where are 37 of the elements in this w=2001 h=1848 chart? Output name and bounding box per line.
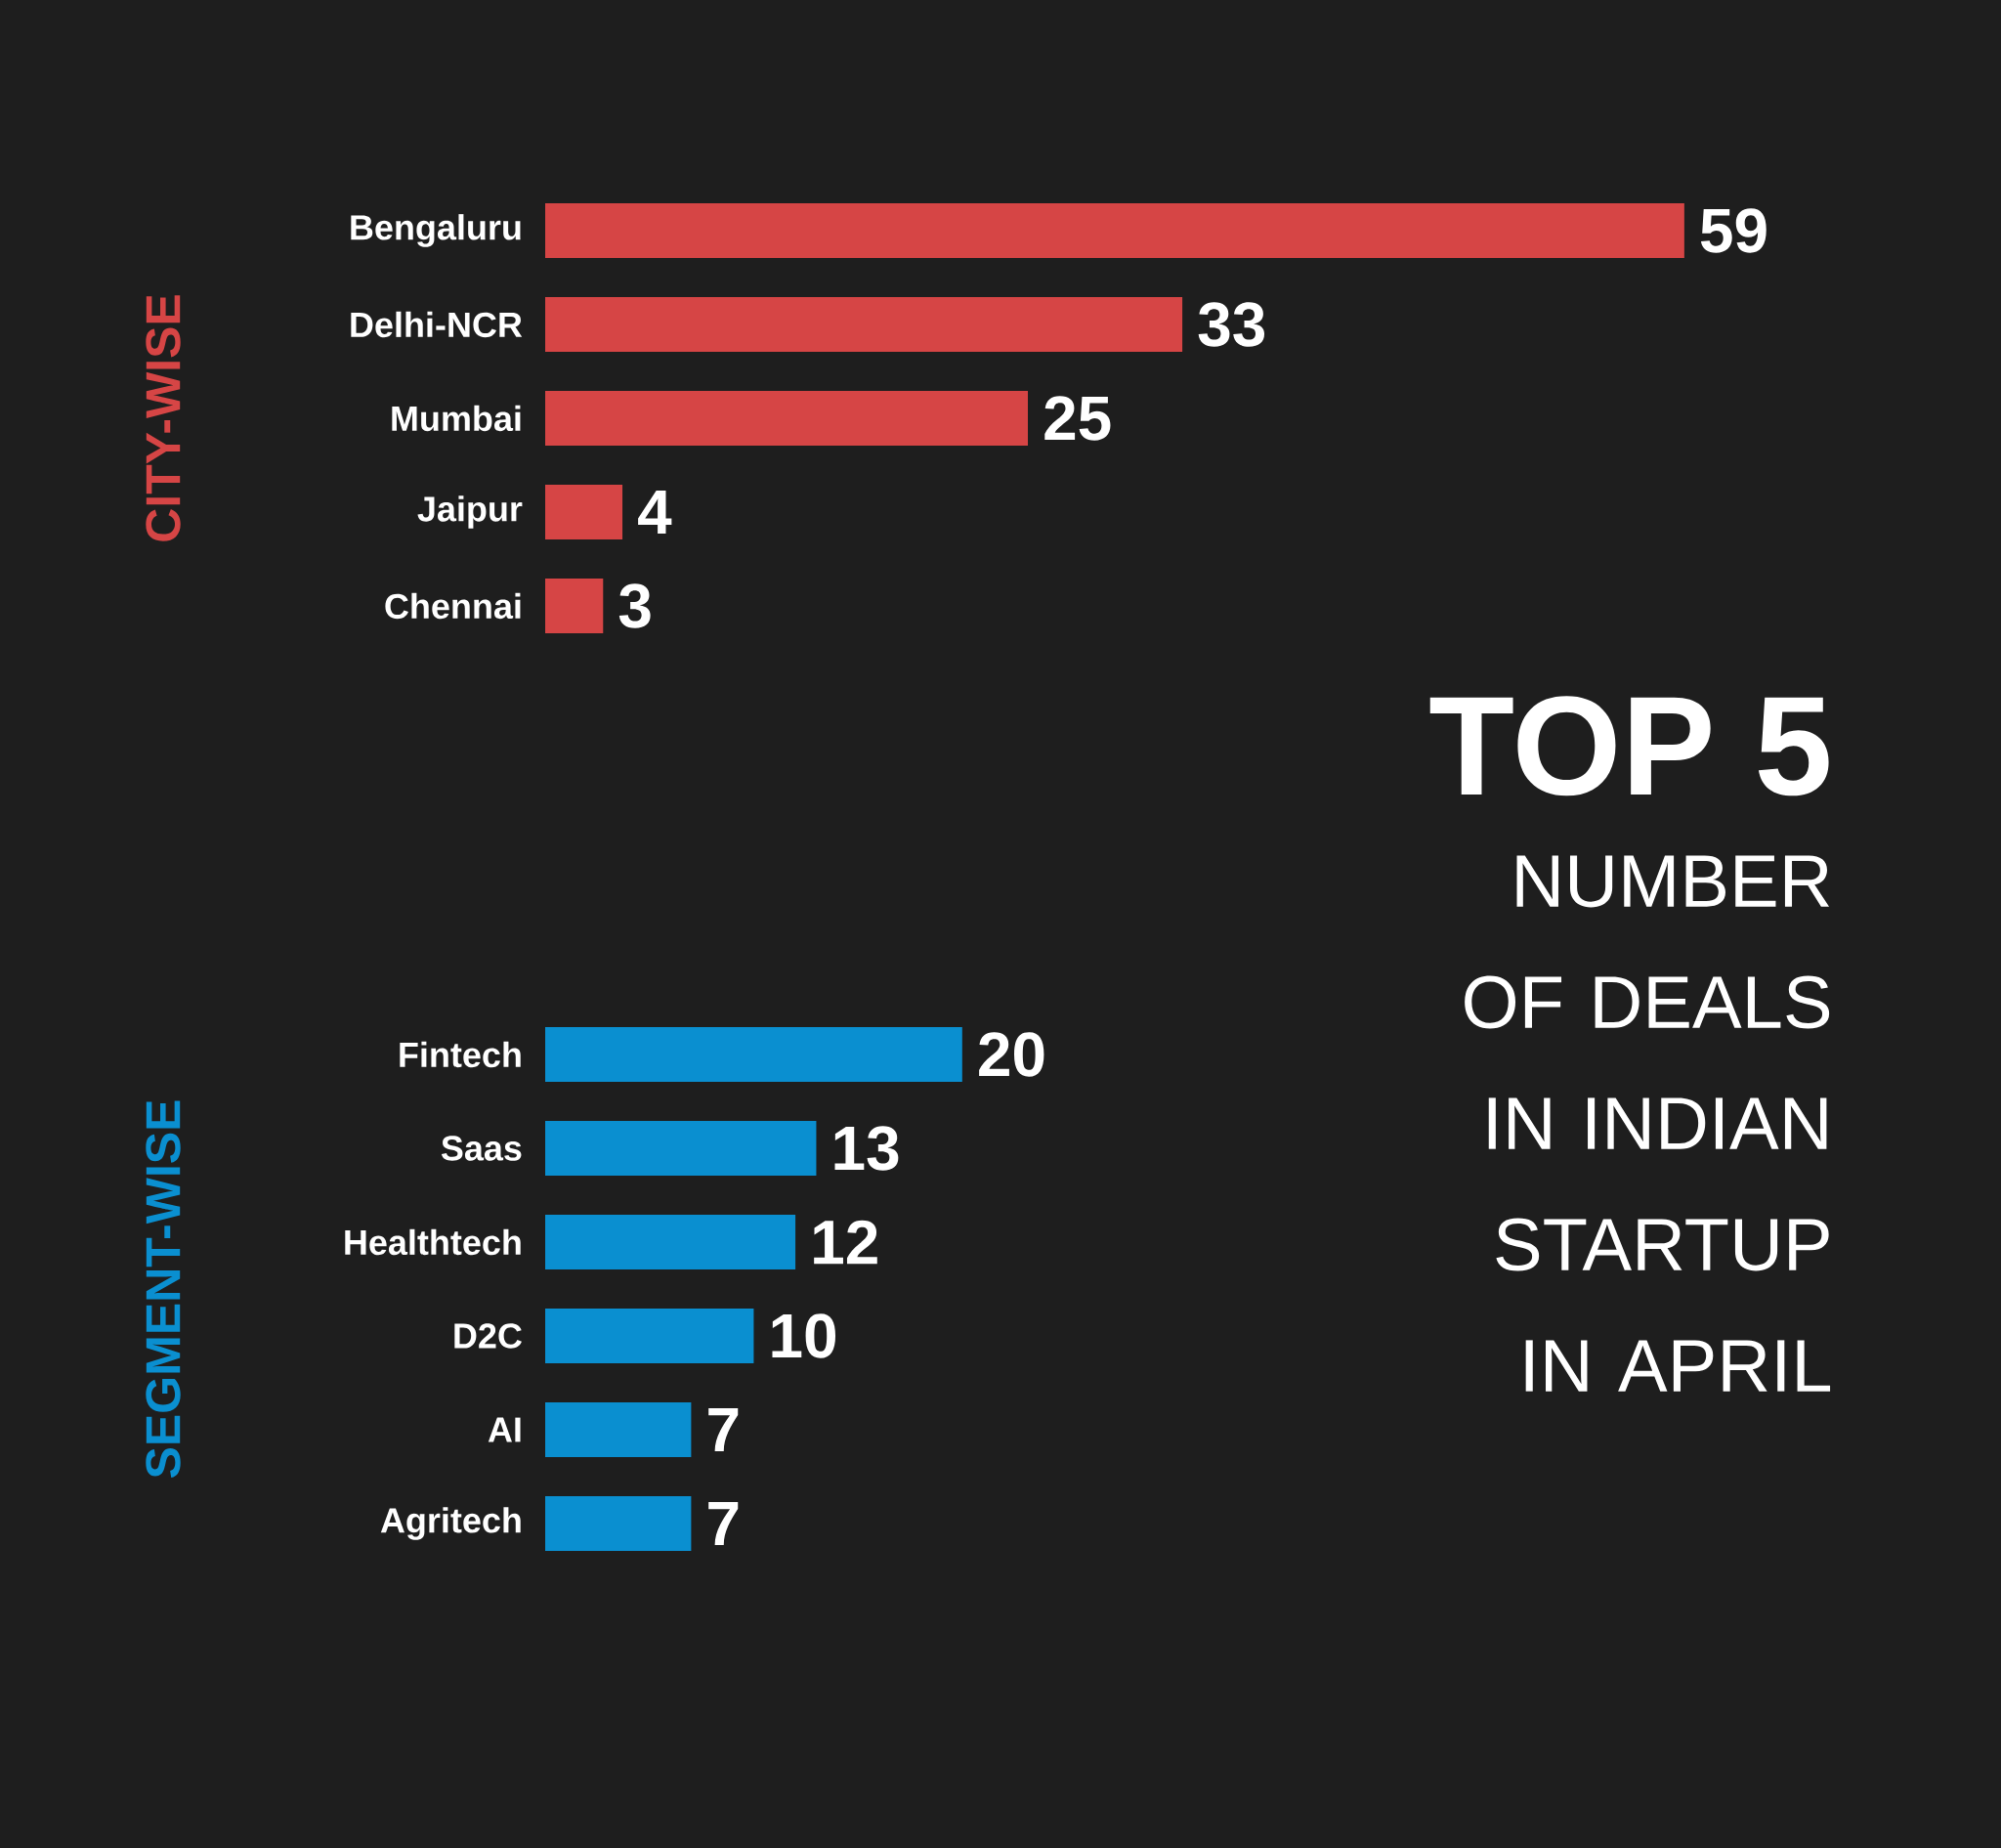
y-tick-label: Bengaluru <box>351 214 521 247</box>
data-label: 3 <box>618 583 651 628</box>
data-label: 4 <box>638 491 672 534</box>
data-label: 25 <box>1044 396 1111 441</box>
bar <box>545 1215 796 1269</box>
y-tick-label: Mumbai <box>392 405 521 432</box>
y-tick-label: Saas <box>441 1136 522 1161</box>
text: TOP 5 <box>1429 696 1829 796</box>
bar <box>545 202 1684 258</box>
y-tick-label: Jaipur <box>417 495 523 529</box>
y-axis-title: SEGMENT-WISE <box>146 1100 181 1479</box>
bar <box>545 1309 754 1363</box>
y-tick-label: Fintech <box>400 1041 521 1068</box>
data-label: 20 <box>979 1032 1044 1077</box>
y-tick-label: Healthtech <box>345 1228 521 1256</box>
data-label: 13 <box>834 1126 899 1171</box>
data-label: 33 <box>1198 302 1265 347</box>
bar <box>545 1402 692 1457</box>
data-label: 59 <box>1700 208 1767 253</box>
bar <box>545 484 623 539</box>
bar <box>545 296 1183 352</box>
data-label: 12 <box>814 1220 877 1265</box>
bar <box>545 1026 962 1082</box>
y-tick-label: D2C <box>454 1323 522 1349</box>
bar <box>545 578 604 633</box>
y-tick-label: Agritech <box>380 1507 521 1540</box>
y-axis-title: CITY-WISE <box>146 295 181 541</box>
bar <box>545 1496 692 1551</box>
bar <box>545 390 1029 446</box>
y-tick-label: Chennai <box>385 592 521 620</box>
bar <box>545 1120 817 1176</box>
data-label: 10 <box>772 1313 836 1358</box>
data-label: 7 <box>708 1408 739 1452</box>
text: NUMBER OF DEALS IN INDIAN STARTUP IN APRIL <box>1465 855 1831 1392</box>
y-tick-label: Delhi-NCR <box>351 311 523 338</box>
y-tick-label: AI <box>488 1417 521 1442</box>
data-label: 7 <box>708 1502 739 1546</box>
